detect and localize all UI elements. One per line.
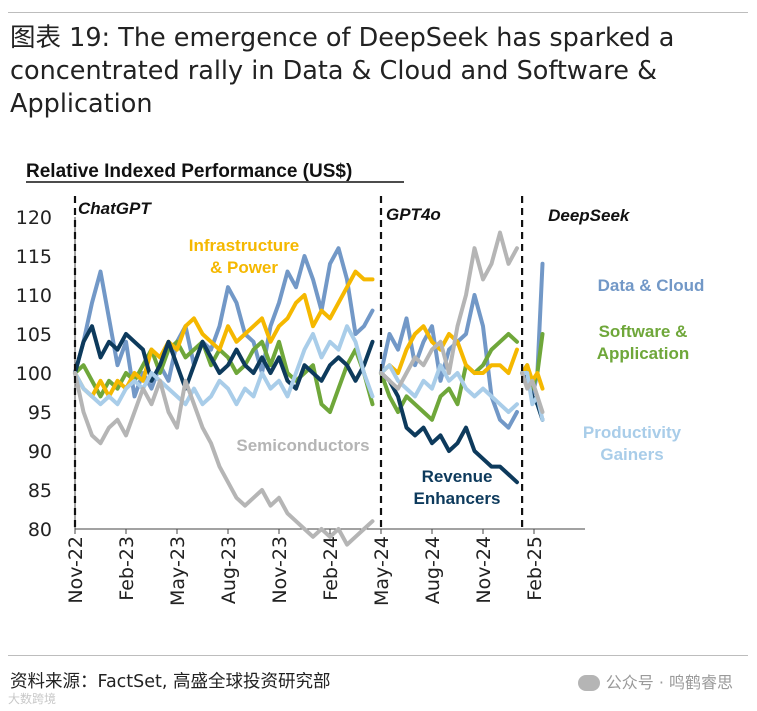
series-labels: Data & Cloud Software & Application Infrast… [189,236,705,508]
x-tick-label: Aug-24 [422,536,444,604]
top-rule [8,12,748,13]
y-tick-label: 95 [28,402,52,424]
y-tick-label: 115 [16,246,52,268]
bottom-rule [8,655,748,656]
series-line-revenue-enhancers [379,371,519,485]
series-line-software-application [379,332,519,422]
x-tick-label: May-23 [167,536,189,606]
series-label: Data & Cloud [598,276,705,295]
series-line-semiconductors [520,371,545,414]
series-line-revenue-enhancers [73,324,375,391]
y-tick-label: 110 [16,285,52,307]
series-label: Application [597,344,690,363]
series-line-semiconductors [379,230,519,391]
x-tick-label: Feb-23 [116,536,138,601]
x-tick-label: Nov-23 [269,536,291,604]
series-line-software-application [73,339,375,414]
series-line-data-cloud [73,246,375,399]
series-label: Infrastructure [189,236,300,255]
x-tick-label: May-24 [371,536,393,606]
series-label: Semiconductors [236,436,369,455]
series-line-infrastructure-power [379,324,519,375]
series-line-productivity-gainers [73,324,375,407]
x-tick-label: Nov-22 [65,536,87,604]
series-label: Revenue [422,467,493,486]
page-title: 图表 19: The emergence of DeepSeek has spa… [10,23,675,119]
series-line-semiconductors [73,371,375,547]
event-markers: ChatGPT GPT4o DeepSeek [73,196,631,529]
x-tick-label: Feb-24 [320,536,342,601]
y-tick-label: 100 [16,363,52,385]
event-label: ChatGPT [78,199,152,218]
series-label: Software & [599,322,688,341]
x-tick-label: Aug-23 [218,536,240,604]
series-line-data-cloud [379,293,519,430]
series-line-productivity-gainers [379,363,519,414]
watermark-text: 公众号 · 鸣鹤睿思 [605,673,733,692]
x-tick-label: Feb-25 [524,536,546,601]
y-tick-label: 120 [16,207,52,229]
event-label: DeepSeek [548,206,631,225]
series-label: Productivity [583,423,682,442]
event-label: GPT4o [386,205,441,224]
series-label: & Power [210,258,278,277]
source-note: 资料来源：FactSet, 高盛全球投资研究部 [10,672,331,692]
series-label: Enhancers [414,489,501,508]
y-tick-label: 85 [28,480,52,502]
watermark: 公众号 · 鸣鹤睿思 [577,669,733,693]
wechat-icon [577,675,600,691]
y-tick-label: 90 [28,441,52,463]
y-tick-label: 80 [28,519,52,541]
y-tick-label: 105 [16,324,52,346]
series-lines [73,230,545,547]
x-tick-label: Nov-24 [473,536,495,604]
series-line-infrastructure-power [73,269,375,399]
watermark-small: 大数跨境 [8,692,57,706]
chart-title: Relative Indexed Performance (US$) [26,161,352,182]
series-label: Gainers [600,445,663,464]
